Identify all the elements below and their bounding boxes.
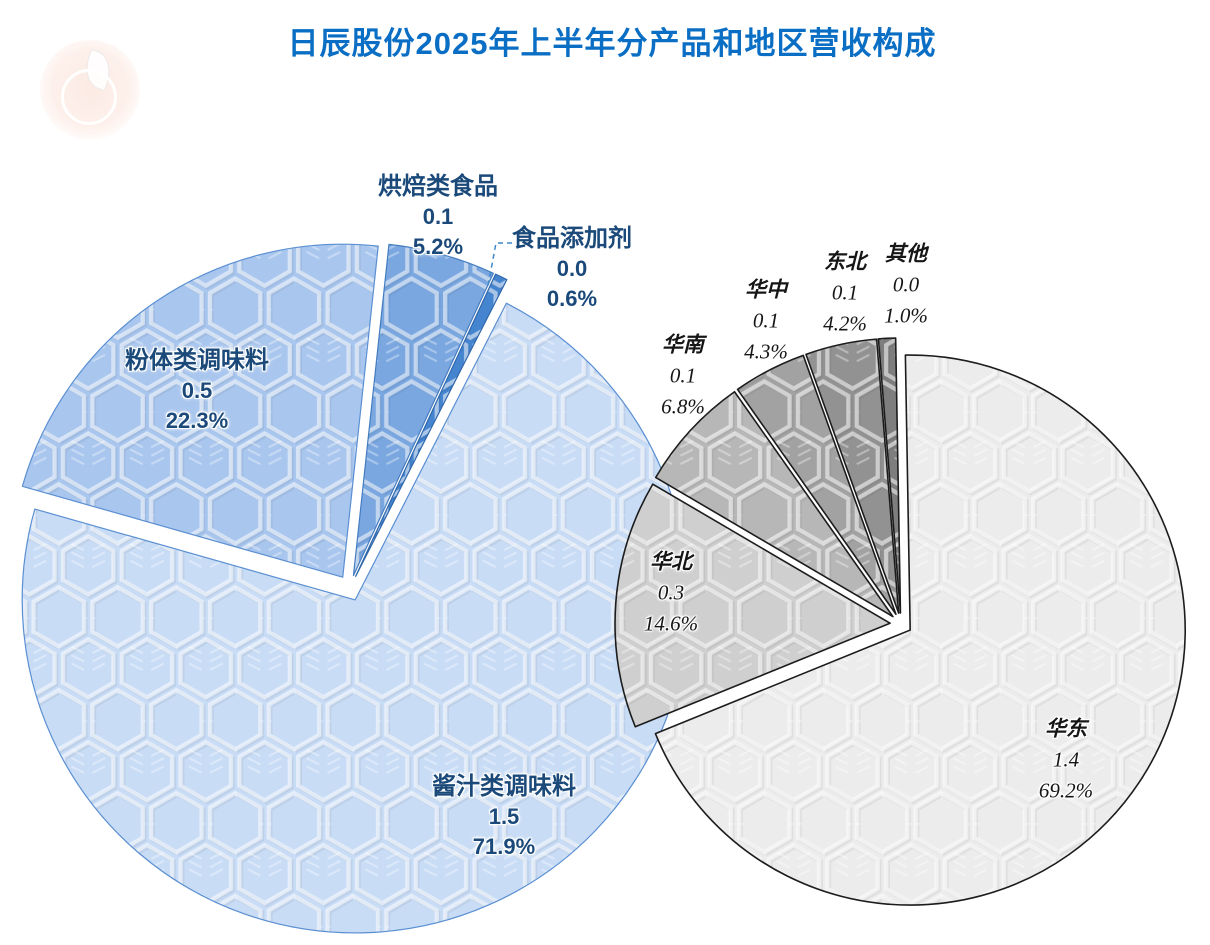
region-revenue-slice-texture-5: [877, 337, 902, 614]
region-revenue-slice-texture-0: [654, 354, 1186, 906]
region-revenue-slice-texture-1: [614, 483, 891, 728]
product-revenue-slice-texture-1: [21, 243, 379, 578]
product-revenue-pie: [21, 243, 689, 934]
chart-title: 日辰股份2025年上半年分产品和地区营收构成: [287, 26, 937, 61]
region-revenue-slice-texture-3: [736, 354, 897, 616]
region-revenue-slice-texture-2: [654, 390, 894, 618]
region-revenue-pie: [614, 337, 1186, 906]
product-revenue-slice-texture-2: [352, 243, 494, 577]
product-revenue-leader-line: [487, 242, 512, 287]
product-revenue-slice-texture-3: [355, 273, 508, 577]
region-revenue-slice-texture-4: [805, 338, 900, 615]
